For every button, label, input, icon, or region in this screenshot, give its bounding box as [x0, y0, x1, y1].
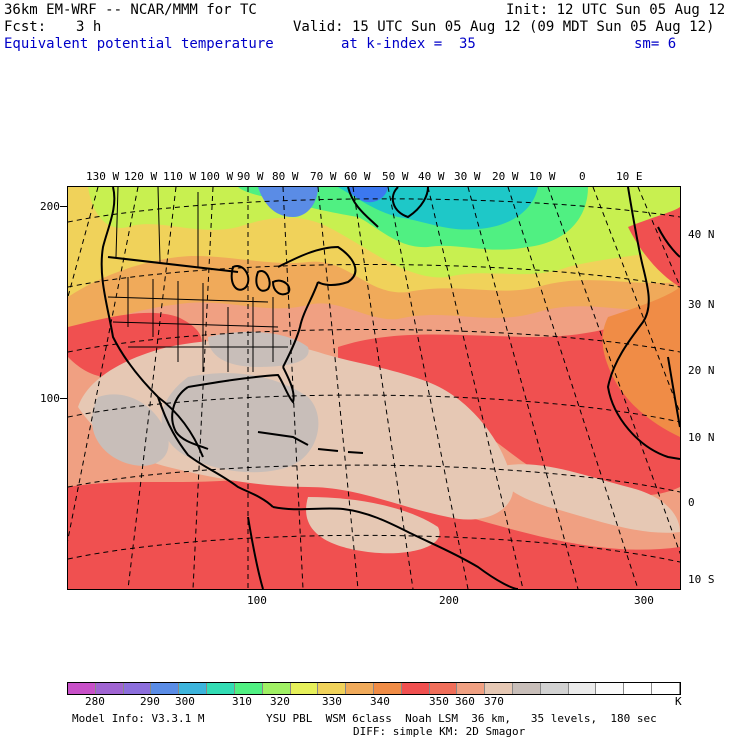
colorbar-label: 280: [85, 695, 105, 708]
colorbar-swatch: [262, 683, 291, 694]
lon-label: 40 W: [418, 170, 445, 183]
field-red-atlantic: [338, 297, 680, 496]
init-time: Init: 12 UTC Sun 05 Aug 12: [506, 2, 726, 18]
colorbar-label: 350: [429, 695, 449, 708]
colorbar-label: 330: [322, 695, 342, 708]
colorbar-swatch: [68, 683, 96, 694]
colorbar-label: 320: [270, 695, 290, 708]
colorbar-swatch: [373, 683, 402, 694]
lat-label: 40 N: [688, 228, 715, 241]
lon-label: 50 W: [382, 170, 409, 183]
colorbar-swatch: [596, 683, 625, 694]
field-name: Equivalent potential temperature: [4, 36, 274, 52]
colorbar-swatch: [123, 683, 152, 694]
lat-label: 20 N: [688, 364, 715, 377]
colorbar-label: 340: [370, 695, 390, 708]
lon-label: 130 W: [86, 170, 120, 183]
colorbar-swatch: [151, 683, 180, 694]
field-band-blue: [258, 187, 318, 217]
level-info: at k-index = 35: [341, 36, 476, 52]
colorbar-swatch: [207, 683, 235, 694]
colorbar-swatch: [540, 683, 569, 694]
lon-label: 20 W: [492, 170, 519, 183]
colorbar-swatch: [513, 683, 541, 694]
colorbar-swatch: [568, 683, 597, 694]
lat-label: 0: [688, 496, 695, 509]
lon-label: 0: [579, 170, 586, 183]
field-tan-southamerica: [306, 497, 440, 554]
forecast-label: Fcst:: [4, 19, 47, 35]
physics-info: YSU PBL WSM 6class Noah LSM 36 km, 35 le…: [266, 712, 657, 725]
colorbar-swatch: [234, 683, 263, 694]
lat-label: 10 S: [688, 573, 715, 586]
colorbar-label: 290: [140, 695, 160, 708]
valid-time: Valid: 15 UTC Sun 05 Aug 12 (09 MDT Sun …: [293, 19, 715, 35]
colorbar-swatch: [652, 683, 680, 694]
colorbar-swatch: [346, 683, 374, 694]
coastlines: [100, 187, 680, 589]
forecast-hours: 3 h: [76, 19, 102, 35]
smoothing-info: sm= 6: [634, 36, 677, 52]
colorbar-swatch: [485, 683, 513, 694]
model-info: Model Info: V3.3.1 M: [72, 712, 205, 725]
lon-label: 120 W: [124, 170, 158, 183]
colorbar-swatch: [457, 683, 486, 694]
model-title: 36km EM-WRF -- NCAR/MMM for TC: [4, 2, 257, 18]
diffusion-info: DIFF: simple KM: 2D Smagor: [353, 725, 526, 738]
field-band-blue2: [348, 187, 388, 203]
colorbar-swatch: [95, 683, 124, 694]
lon-label: 70 W: [310, 170, 337, 183]
field-tan-east: [498, 464, 680, 533]
grid-label-x200: 200: [439, 594, 459, 607]
lat-label: 10 N: [688, 431, 715, 444]
colorbar-label: 300: [175, 695, 195, 708]
grid-label-y200: 200: [40, 200, 60, 213]
lon-label: 90 W: [237, 170, 264, 183]
colorbar-label: 360: [455, 695, 475, 708]
lon-label: 30 W: [454, 170, 481, 183]
colorbar-swatch: [290, 683, 319, 694]
lon-label: 10 E: [616, 170, 643, 183]
lon-label: 100 W: [200, 170, 234, 183]
field-orange-africa: [602, 287, 680, 437]
field-red-europe: [628, 207, 680, 287]
lon-label: 10 W: [529, 170, 556, 183]
field-gray-southeast: [208, 331, 309, 367]
map-panel: [67, 186, 681, 590]
colorbar: [67, 682, 681, 695]
grid-label-x100: 100: [247, 594, 267, 607]
lon-label: 60 W: [344, 170, 371, 183]
colorbar-swatch: [401, 683, 430, 694]
grid-label-y100: 100: [40, 392, 60, 405]
colorbar-swatch: [318, 683, 347, 694]
colorbar-label: 370: [484, 695, 504, 708]
grid-label-x300: 300: [634, 594, 654, 607]
colorbar-swatch: [179, 683, 208, 694]
lat-label: 30 N: [688, 298, 715, 311]
lon-label: 80 W: [272, 170, 299, 183]
lon-label: 110 W: [163, 170, 197, 183]
graticule: [68, 187, 680, 589]
colorbar-swatch: [624, 683, 653, 694]
colorbar-swatch: [429, 683, 458, 694]
state-borders: [107, 187, 288, 372]
field-band-teal: [338, 187, 538, 230]
colorbar-label: 310: [232, 695, 252, 708]
colorbar-unit: K: [675, 695, 682, 708]
